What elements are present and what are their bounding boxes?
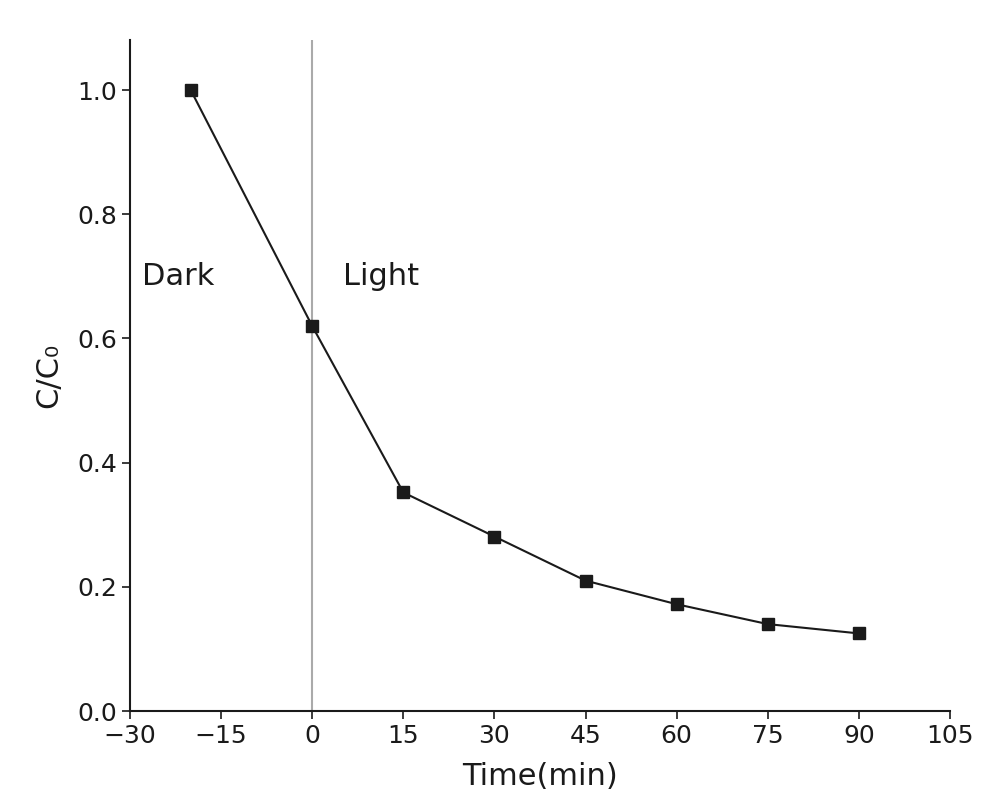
X-axis label: Time(min): Time(min) [462, 762, 618, 791]
Y-axis label: C/C₀: C/C₀ [34, 343, 63, 408]
Text: Light: Light [343, 262, 419, 291]
Text: Dark: Dark [142, 262, 215, 291]
